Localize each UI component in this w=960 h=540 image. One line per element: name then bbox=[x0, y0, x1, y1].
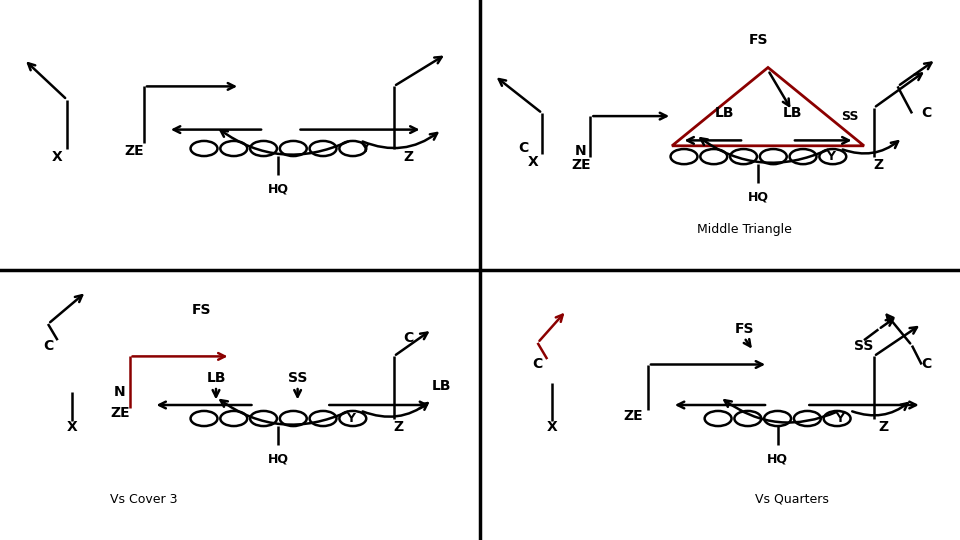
Text: C: C bbox=[518, 141, 528, 156]
Text: HQ: HQ bbox=[767, 453, 788, 465]
Text: HQ: HQ bbox=[268, 453, 289, 465]
Text: ZE: ZE bbox=[125, 144, 144, 158]
Text: SS: SS bbox=[288, 371, 307, 385]
Text: LB: LB bbox=[206, 371, 226, 385]
Text: Z: Z bbox=[403, 150, 413, 164]
Text: LB: LB bbox=[715, 106, 734, 120]
Text: Z: Z bbox=[878, 420, 888, 434]
Text: Y: Y bbox=[835, 412, 845, 425]
Text: Y: Y bbox=[346, 412, 355, 425]
Text: HQ: HQ bbox=[748, 191, 769, 204]
Text: C: C bbox=[922, 357, 931, 372]
Text: Z: Z bbox=[874, 158, 883, 172]
Text: Y: Y bbox=[826, 150, 835, 163]
Text: X: X bbox=[52, 150, 63, 164]
Text: SS: SS bbox=[841, 110, 858, 123]
Text: HQ: HQ bbox=[268, 183, 289, 195]
Text: Z: Z bbox=[394, 420, 403, 434]
Text: FS: FS bbox=[734, 322, 754, 336]
Text: LB: LB bbox=[782, 106, 802, 120]
Text: FS: FS bbox=[749, 33, 768, 48]
Text: SS: SS bbox=[854, 339, 874, 353]
Text: Y: Y bbox=[360, 142, 370, 155]
Text: ZE: ZE bbox=[624, 409, 643, 423]
Text: LB: LB bbox=[432, 379, 451, 393]
Text: N: N bbox=[575, 144, 587, 158]
Text: C: C bbox=[922, 106, 931, 120]
Text: X: X bbox=[546, 420, 558, 434]
Text: FS: FS bbox=[192, 303, 211, 318]
Text: Vs Quarters: Vs Quarters bbox=[756, 493, 828, 506]
Text: X: X bbox=[66, 420, 78, 434]
Text: C: C bbox=[403, 330, 413, 345]
Text: Vs Cover 3: Vs Cover 3 bbox=[110, 493, 178, 506]
Text: N: N bbox=[114, 384, 126, 399]
Text: ZE: ZE bbox=[571, 158, 590, 172]
Text: X: X bbox=[527, 155, 539, 169]
Text: ZE: ZE bbox=[110, 406, 130, 420]
Text: C: C bbox=[533, 357, 542, 372]
Text: Middle Triangle: Middle Triangle bbox=[697, 223, 791, 236]
Text: C: C bbox=[43, 339, 53, 353]
